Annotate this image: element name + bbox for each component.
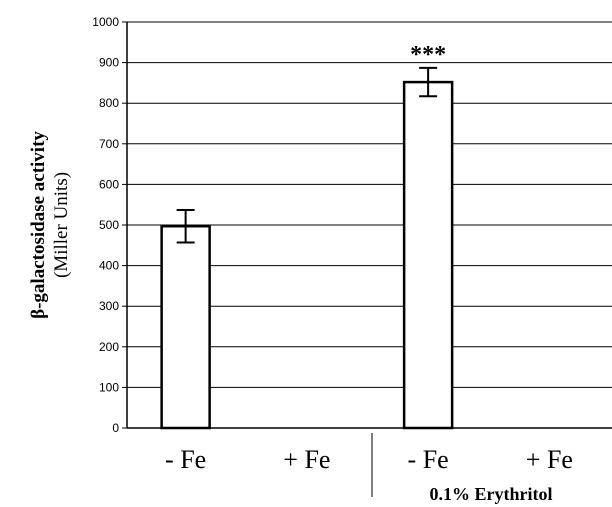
x-tick-label: - Fe <box>408 445 449 474</box>
y-tick-label: 300 <box>99 299 119 313</box>
y-tick-label: 100 <box>99 380 119 394</box>
group-label: 0.1% Erythritol <box>430 484 553 504</box>
y-tick-label: 600 <box>99 177 119 191</box>
y-axis-unit-label: (Miller Units) <box>51 172 72 278</box>
y-tick-label: 0 <box>112 421 119 435</box>
y-tick-label: 400 <box>99 259 119 273</box>
x-axis: - Fe + Fe - Fe + Fe <box>127 427 612 474</box>
y-tick-label: 700 <box>99 137 119 151</box>
y-axis: 0 100 200 300 400 500 600 700 800 900 1000 <box>92 15 128 435</box>
y-tick-label: 800 <box>99 96 119 110</box>
significance-annotation: *** <box>410 42 446 68</box>
y-tick-label: 1000 <box>92 15 119 29</box>
y-tick-label: 500 <box>99 218 119 232</box>
y-tick-label: 200 <box>99 340 119 354</box>
bar <box>160 224 211 430</box>
x-tick-label: + Fe <box>526 445 573 474</box>
bar <box>402 80 454 430</box>
y-axis-label: β-galactosidase activity <box>28 131 49 319</box>
error-bars <box>176 66 438 244</box>
x-tick-label: - Fe <box>165 445 206 474</box>
x-tick-label: + Fe <box>283 445 330 474</box>
y-tick-label: 900 <box>99 56 119 70</box>
bars <box>160 80 454 430</box>
